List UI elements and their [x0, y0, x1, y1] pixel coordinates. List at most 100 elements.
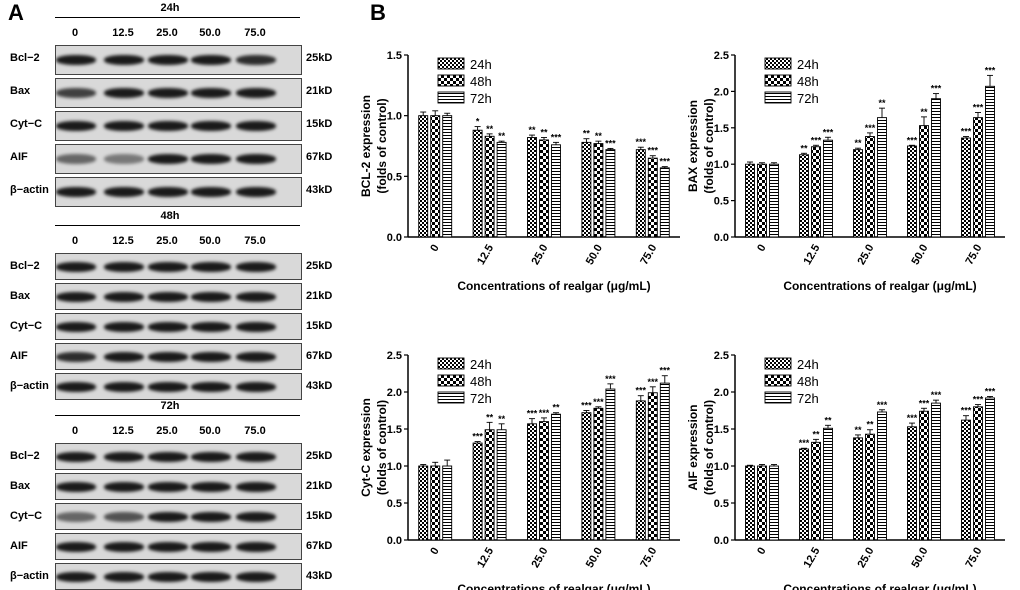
- blot-band: [191, 511, 231, 522]
- blot-time-underline: [55, 225, 300, 226]
- blot-band: [148, 511, 188, 522]
- blot-protein-label: β−actin: [10, 570, 49, 582]
- y-axis-label: (folds of control): [375, 98, 389, 193]
- blot-band: [191, 351, 231, 362]
- blot-band: [56, 451, 96, 462]
- blot-protein-label: Bax: [10, 85, 31, 97]
- blot-concentration-label: 50.0: [199, 27, 221, 39]
- blot-band: [191, 154, 231, 164]
- blot-band: [236, 154, 276, 164]
- blot-molecular-weight: 21kD: [306, 85, 333, 97]
- blot-band: [104, 541, 144, 552]
- significance-label: ***: [636, 137, 647, 147]
- x-tick-label: 0: [755, 243, 768, 254]
- blot-strip: [55, 253, 302, 280]
- blot-band: [104, 88, 144, 98]
- legend-swatch: [437, 374, 465, 387]
- y-tick-label: 2.0: [387, 387, 402, 399]
- blot-band: [104, 511, 144, 522]
- blot-band: [104, 187, 144, 197]
- significance-label: **: [595, 131, 603, 141]
- bar: [539, 139, 549, 238]
- blot-band: [148, 451, 188, 462]
- significance-label: ***: [605, 374, 616, 384]
- bar: [418, 465, 429, 541]
- x-tick-label: 75.0: [963, 243, 984, 268]
- blot-molecular-weight: 25kD: [306, 52, 333, 64]
- significance-label: ***: [973, 103, 984, 113]
- blot-strip: [55, 283, 302, 310]
- bar: [745, 163, 755, 238]
- blot-band: [236, 541, 276, 552]
- blot-band: [104, 55, 144, 65]
- blot-band: [191, 571, 231, 582]
- blot-molecular-weight: 15kD: [306, 118, 333, 130]
- bar: [442, 465, 453, 541]
- x-tick-label: 25.0: [529, 546, 550, 571]
- significance-label: ***: [636, 386, 647, 396]
- blot-band: [56, 381, 96, 392]
- bar: [484, 429, 495, 541]
- blot-time-underline: [55, 415, 300, 416]
- bar: [931, 402, 941, 541]
- blot-strip: [55, 373, 302, 400]
- y-tick-label: 2.5: [714, 50, 729, 62]
- blot-band: [148, 154, 188, 164]
- significance-label: **: [498, 414, 506, 424]
- significance-label: ***: [660, 157, 671, 167]
- blot-concentration-label: 25.0: [156, 235, 178, 247]
- bar: [853, 437, 863, 541]
- blot-strip: [55, 503, 302, 530]
- blot-concentration-label: 50.0: [199, 425, 221, 437]
- significance-label: ***: [593, 397, 604, 407]
- y-tick-label: 1.0: [387, 461, 402, 473]
- blot-concentration-label: 25.0: [156, 27, 178, 39]
- blot-band: [56, 481, 96, 492]
- blot-molecular-weight: 21kD: [306, 480, 333, 492]
- bar: [484, 135, 495, 238]
- significance-label: **: [498, 131, 506, 141]
- blot-band: [104, 351, 144, 362]
- significance-label: ***: [961, 127, 972, 137]
- significance-label: ***: [648, 146, 659, 156]
- bar: [430, 465, 441, 541]
- bar: [907, 426, 917, 541]
- x-tick-label: 0: [755, 546, 768, 557]
- bar-chart: 0.0 0.5 1.0 1.5 2.0 2.5 Cyt-C expression (folds…: [359, 350, 680, 590]
- bar: [539, 421, 549, 541]
- blot-band: [148, 55, 188, 65]
- bar: [659, 167, 670, 238]
- blot-time-label: 24h: [160, 2, 180, 14]
- significance-label: **: [486, 412, 494, 422]
- bar: [865, 136, 875, 238]
- bar: [973, 406, 983, 541]
- blot-band: [104, 291, 144, 302]
- bar: [919, 125, 929, 238]
- blot-protein-label: Bax: [10, 290, 31, 302]
- y-tick-label: 0.5: [714, 196, 729, 208]
- significance-label: ***: [907, 135, 918, 145]
- legend-swatch: [764, 74, 792, 87]
- significance-label: **: [878, 98, 886, 108]
- legend-swatch: [764, 374, 792, 387]
- bar: [757, 465, 767, 541]
- legend-label: 24h: [470, 357, 492, 372]
- bar: [799, 154, 809, 238]
- blot-band: [56, 261, 96, 272]
- significance-label: ***: [799, 438, 810, 448]
- blot-concentration-label: 12.5: [112, 27, 134, 39]
- blot-protein-label: β−actin: [10, 380, 49, 392]
- x-tick-label: 25.0: [529, 243, 550, 268]
- bar: [919, 410, 929, 541]
- blot-band: [104, 321, 144, 332]
- x-tick-label: 50.0: [584, 243, 605, 268]
- x-tick-label: 25.0: [855, 546, 876, 571]
- bar: [527, 423, 537, 541]
- blot-protein-label: Bcl−2: [10, 450, 40, 462]
- significance-label: ***: [527, 409, 538, 419]
- bar: [757, 163, 767, 238]
- panel-label-b: B: [370, 0, 386, 25]
- bar: [593, 143, 604, 238]
- y-tick-label: 0.0: [714, 535, 729, 547]
- y-tick-label: 0.5: [387, 171, 402, 183]
